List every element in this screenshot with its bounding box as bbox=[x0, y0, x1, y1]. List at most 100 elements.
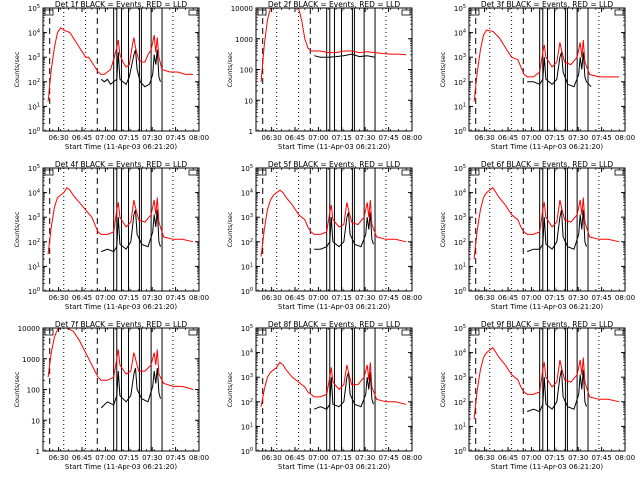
series-line-lld bbox=[473, 186, 620, 260]
panel-title: Det 1f BLACK = Events, RED = LLD bbox=[55, 0, 188, 9]
x-tick-label: 07:15 bbox=[332, 454, 352, 462]
y-tick-label: 100 bbox=[240, 67, 253, 75]
x-tick-label: 07:00 bbox=[308, 454, 328, 462]
y-tick-label: 104 bbox=[241, 189, 253, 198]
y-tick-label: 100 bbox=[454, 287, 466, 296]
y-tick-label: 100 bbox=[454, 127, 466, 136]
x-axis-label: Start Time (11-Apr-03 06:21:20) bbox=[65, 463, 177, 471]
x-tick-label: 07:45 bbox=[166, 454, 186, 462]
x-tick-label: 07:30 bbox=[142, 134, 162, 142]
y-tick-label: 10000 bbox=[18, 325, 40, 333]
x-tick-label: 08:00 bbox=[402, 294, 422, 302]
legend-box bbox=[44, 169, 54, 176]
x-tick-label: 06:30 bbox=[262, 134, 282, 142]
legend-box bbox=[44, 9, 54, 16]
y-tick-label: 103 bbox=[28, 53, 40, 62]
x-tick-label: 06:30 bbox=[475, 454, 495, 462]
x-tick-label: 06:30 bbox=[475, 134, 495, 142]
x-tick-label: 07:15 bbox=[119, 134, 139, 142]
series-line-lld bbox=[260, 189, 407, 257]
legend-box bbox=[257, 329, 267, 336]
series-line-events bbox=[527, 52, 592, 88]
x-tick-label: 06:30 bbox=[49, 454, 69, 462]
x-tick-label: 07:45 bbox=[379, 294, 399, 302]
x-tick-label: 07:15 bbox=[545, 294, 565, 302]
panel-title: Det 7f BLACK = Events, RED = LLD bbox=[55, 320, 188, 329]
detector-panel-1: Det 1f BLACK = Events, RED = LLD 100 101 10… bbox=[13, 0, 209, 151]
detector-panel-4: Det 4f BLACK = Events, RED = LLD 100 101 10… bbox=[13, 160, 209, 311]
x-tick-label: 07:45 bbox=[592, 454, 612, 462]
x-tick-label: 07:15 bbox=[119, 294, 139, 302]
legend-box bbox=[614, 329, 624, 336]
x-tick-label: 07:00 bbox=[521, 454, 541, 462]
y-tick-label: 102 bbox=[241, 398, 253, 407]
y-tick-label: 102 bbox=[454, 398, 466, 407]
x-axis-label: Start Time (11-Apr-03 06:21:20) bbox=[278, 463, 390, 471]
series-line-events bbox=[314, 53, 376, 58]
y-tick-label: 105 bbox=[241, 164, 253, 173]
y-tick-label: 100 bbox=[241, 287, 253, 296]
y-tick-label: 103 bbox=[454, 213, 466, 222]
x-tick-label: 06:30 bbox=[49, 134, 69, 142]
x-tick-label: 07:30 bbox=[568, 454, 588, 462]
y-axis-label: Counts/sec bbox=[439, 371, 447, 407]
y-tick-label: 105 bbox=[28, 164, 40, 173]
y-tick-label: 102 bbox=[28, 78, 40, 87]
x-tick-label: 07:45 bbox=[592, 134, 612, 142]
x-tick-label: 06:45 bbox=[285, 294, 305, 302]
x-tick-label: 08:00 bbox=[189, 294, 209, 302]
y-tick-label: 105 bbox=[28, 4, 40, 13]
legend-box bbox=[401, 329, 411, 336]
x-tick-label: 07:45 bbox=[379, 454, 399, 462]
x-tick-label: 06:45 bbox=[498, 454, 518, 462]
x-axis-label: Start Time (11-Apr-03 06:21:20) bbox=[491, 463, 603, 471]
y-tick-label: 100 bbox=[241, 447, 253, 456]
legend-box bbox=[257, 169, 267, 176]
x-tick-label: 06:30 bbox=[49, 294, 69, 302]
panel-title: Det 2f BLACK = Events, RED = LLD bbox=[268, 0, 401, 9]
x-tick-label: 07:00 bbox=[308, 294, 328, 302]
x-tick-label: 07:15 bbox=[545, 454, 565, 462]
series-line-lld bbox=[47, 327, 194, 390]
y-tick-label: 103 bbox=[454, 53, 466, 62]
series-line-lld bbox=[47, 186, 194, 255]
x-tick-label: 08:00 bbox=[189, 134, 209, 142]
x-tick-label: 07:30 bbox=[355, 134, 375, 142]
x-tick-label: 07:00 bbox=[308, 134, 328, 142]
y-tick-label: 105 bbox=[454, 4, 466, 13]
y-tick-label: 104 bbox=[454, 189, 466, 198]
x-tick-label: 07:30 bbox=[142, 294, 162, 302]
x-axis-label: Start Time (11-Apr-03 06:21:20) bbox=[491, 143, 603, 151]
x-tick-label: 06:30 bbox=[262, 294, 282, 302]
x-tick-label: 06:45 bbox=[72, 454, 92, 462]
y-tick-label: 100 bbox=[28, 127, 40, 136]
plot-frame bbox=[255, 327, 413, 452]
x-tick-label: 07:00 bbox=[521, 294, 541, 302]
x-tick-label: 08:00 bbox=[402, 454, 422, 462]
detector-panel-3: Det 3f BLACK = Events, RED = LLD 100 101 10… bbox=[439, 0, 635, 151]
y-tick-label: 103 bbox=[454, 373, 466, 382]
plot-frame bbox=[468, 167, 626, 292]
panel-title: Det 6f BLACK = Events, RED = LLD bbox=[481, 160, 614, 169]
x-tick-label: 07:15 bbox=[332, 134, 352, 142]
series-line-events bbox=[527, 209, 587, 253]
y-tick-label: 101 bbox=[454, 422, 466, 431]
legend-box bbox=[614, 9, 624, 16]
x-tick-label: 07:45 bbox=[166, 294, 186, 302]
plot-frame bbox=[255, 167, 413, 292]
panel-title: Det 9f BLACK = Events, RED = LLD bbox=[481, 320, 614, 329]
series-line-events bbox=[100, 367, 161, 409]
y-tick-label: 101 bbox=[454, 262, 466, 271]
x-tick-label: 07:30 bbox=[355, 454, 375, 462]
y-tick-label: 1000 bbox=[235, 36, 253, 44]
x-tick-label: 06:30 bbox=[475, 294, 495, 302]
series-line-lld bbox=[260, 7, 407, 82]
y-tick-label: 102 bbox=[28, 238, 40, 247]
detector-panel-9: Det 9f BLACK = Events, RED = LLD 100 101 10… bbox=[439, 320, 635, 471]
y-tick-label: 100 bbox=[28, 287, 40, 296]
x-tick-label: 07:15 bbox=[545, 134, 565, 142]
y-tick-label: 101 bbox=[454, 102, 466, 111]
series-line-events bbox=[314, 212, 374, 250]
